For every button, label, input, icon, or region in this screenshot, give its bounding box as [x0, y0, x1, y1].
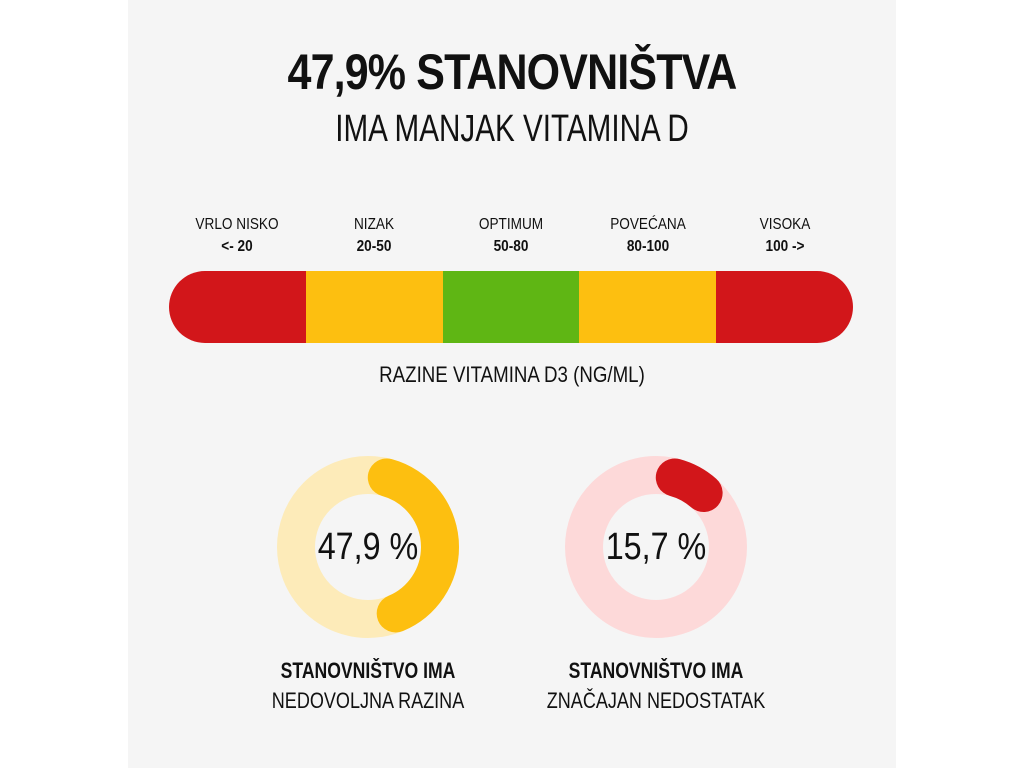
bar-segment-elevated [579, 271, 717, 343]
level-range: 20-50 [356, 238, 392, 255]
bar-segment-low [305, 271, 443, 343]
level-name: NIZAK [353, 216, 395, 233]
level-name: OPTIMUM [478, 216, 544, 233]
caption-heading: STANOVNIŠTVO IMA [280, 658, 456, 683]
level-label-very-low: VRLO NISKO <- 20 [169, 214, 305, 258]
level-range: 80-100 [626, 238, 670, 255]
caption-text: NEDOVOLJNA RAZINA [271, 688, 465, 713]
level-range: <- 20 [221, 238, 253, 255]
donut-arc [565, 456, 747, 638]
caption-heading: STANOVNIŠTVO IMA [568, 658, 744, 683]
caption-text: ZNAČAJAN NEDOSTATAK [546, 688, 766, 713]
scale-axis-label: RAZINE VITAMINA D3 (NG/ML) [379, 362, 645, 387]
vitamin-level-bar [169, 271, 853, 343]
infographic-panel: 47,9% STANOVNIŠTVA IMA MANJAK VITAMINA D… [128, 0, 896, 768]
caption-deficiency: STANOVNIŠTVO IMA ZNAČAJAN NEDOSTATAK [506, 656, 806, 716]
page-subtitle: IMA MANJAK VITAMINA D [335, 108, 689, 150]
donut-graphic [277, 456, 459, 638]
donut-graphic [565, 456, 747, 638]
level-label-elevated: POVEĆANA 80-100 [580, 214, 716, 258]
level-range: 100 -> [765, 238, 805, 255]
bar-segment-optimum [442, 271, 580, 343]
page-title: 47,9% STANOVNIŠTVA [287, 44, 738, 100]
donut-chart-deficiency: 15,7 % [561, 452, 751, 642]
level-name: VISOKA [759, 216, 811, 233]
level-label-low: NIZAK 20-50 [306, 214, 442, 258]
donut-arc [277, 456, 459, 638]
level-label-optimum: OPTIMUM 50-80 [443, 214, 579, 258]
level-name: VRLO NISKO [195, 216, 279, 233]
bar-segment-high [716, 271, 853, 343]
donut-value: 15,7 % [605, 525, 707, 568]
donut-value: 47,9 % [317, 525, 419, 568]
caption-insufficient: STANOVNIŠTVO IMA NEDOVOLJNA RAZINA [218, 656, 518, 716]
bar-segment-very-low [169, 271, 306, 343]
level-range: 50-80 [493, 238, 529, 255]
level-name: POVEĆANA [610, 216, 686, 233]
donut-chart-insufficient: 47,9 % [273, 452, 463, 642]
level-label-high: VISOKA 100 -> [717, 214, 853, 258]
